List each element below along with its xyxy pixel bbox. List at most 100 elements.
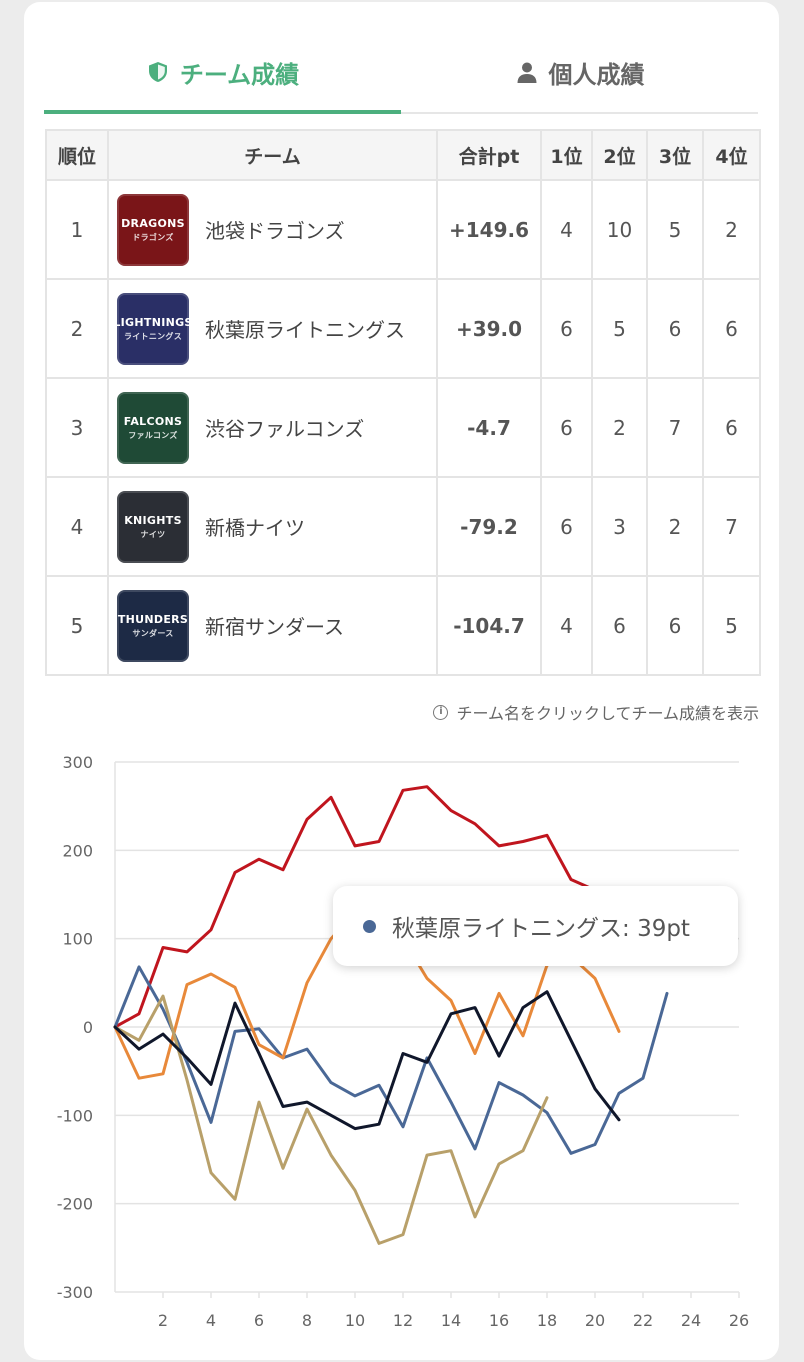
second-count-cell: 10 [591, 179, 648, 280]
chart-tooltip: 秋葉原ライトニングス: 39pt [333, 886, 738, 966]
series-line [113, 965, 669, 1155]
y-tick-label: -200 [57, 1195, 93, 1214]
table-row: 3 FALCONS ファルコンズ 渋谷ファルコンズ -4.7 6 2 7 6 [45, 377, 761, 478]
second-count-cell: 2 [591, 377, 648, 478]
rank-cell: 4 [45, 476, 109, 577]
third-count-cell: 6 [646, 278, 704, 379]
x-tick-label: 16 [489, 1311, 509, 1330]
table-row: 1 DRAGONS ドラゴンズ 池袋ドラゴンズ +149.6 4 10 5 2 [45, 179, 761, 280]
header-rank: 順位 [45, 129, 109, 181]
team-name-link[interactable]: 新橋ナイツ [205, 516, 305, 540]
series-line [113, 990, 621, 1131]
tooltip-color-dot [363, 919, 376, 933]
y-tick-label: -100 [57, 1106, 93, 1125]
rank-cell: 5 [45, 575, 109, 676]
hint-text: i チーム名をクリックしてチーム成績を表示 [433, 700, 759, 724]
team-name-link[interactable]: 渋谷ファルコンズ [205, 417, 365, 441]
x-tick-label: 10 [345, 1311, 365, 1330]
second-count-cell: 3 [591, 476, 648, 577]
header-third: 3位 [646, 129, 704, 181]
team-cell[interactable]: THUNDERS サンダース 新宿サンダース [107, 575, 438, 676]
rank-cell: 1 [45, 179, 109, 280]
series-line [113, 785, 597, 1029]
tooltip-value: 39pt [637, 916, 690, 942]
header-total-pt: 合計pt [436, 129, 542, 181]
header-second: 2位 [591, 129, 648, 181]
x-tick-label: 2 [158, 1311, 168, 1330]
team-logo: KNIGHTS ナイツ [117, 490, 189, 563]
team-cell[interactable]: KNIGHTS ナイツ 新橋ナイツ [107, 476, 438, 577]
y-tick-label: -300 [57, 1283, 93, 1302]
x-tick-label: 14 [441, 1311, 461, 1330]
total-pt-cell: -79.2 [436, 476, 542, 577]
x-tick-label: 18 [537, 1311, 557, 1330]
team-name-link[interactable]: 秋葉原ライトニングス [205, 318, 405, 342]
y-tick-label: 200 [62, 841, 93, 860]
rank-cell: 3 [45, 377, 109, 478]
team-name-link[interactable]: 池袋ドラゴンズ [205, 219, 345, 243]
header-fourth: 4位 [702, 129, 761, 181]
team-logo: FALCONS ファルコンズ [117, 391, 189, 464]
header-first: 1位 [540, 129, 593, 181]
x-tick-label: 12 [393, 1311, 413, 1330]
hint-label: チーム名をクリックしてチーム成績を表示 [456, 704, 759, 723]
y-tick-label: 300 [62, 753, 93, 772]
fourth-count-cell: 6 [702, 278, 761, 379]
team-cell[interactable]: DRAGONS ドラゴンズ 池袋ドラゴンズ [107, 179, 438, 280]
tab-team-stats-label: チーム成績 [179, 60, 300, 89]
fourth-count-cell: 2 [702, 179, 761, 280]
x-tick-label: 20 [585, 1311, 605, 1330]
table-row: 5 THUNDERS サンダース 新宿サンダース -104.7 4 6 6 5 [45, 575, 761, 676]
team-name-link[interactable]: 新宿サンダース [205, 615, 344, 639]
x-tick-label: 26 [729, 1311, 749, 1330]
x-tick-label: 6 [254, 1311, 264, 1330]
team-cell[interactable]: FALCONS ファルコンズ 渋谷ファルコンズ [107, 377, 438, 478]
tooltip-team: 秋葉原ライトニングス [392, 916, 622, 942]
x-tick-label: 4 [206, 1311, 216, 1330]
team-cell[interactable]: LIGHTNINGS ライトニングス 秋葉原ライトニングス [107, 278, 438, 379]
first-count-cell: 6 [540, 476, 593, 577]
fourth-count-cell: 5 [702, 575, 761, 676]
y-tick-label: 0 [83, 1018, 93, 1037]
total-pt-cell: +39.0 [436, 278, 542, 379]
person-icon [517, 62, 536, 83]
fourth-count-cell: 7 [702, 476, 761, 577]
team-logo: THUNDERS サンダース [117, 589, 189, 662]
second-count-cell: 6 [591, 575, 648, 676]
fourth-count-cell: 6 [702, 377, 761, 478]
third-count-cell: 5 [646, 179, 704, 280]
team-logo: DRAGONS ドラゴンズ [117, 193, 189, 266]
header-team: チーム [107, 129, 438, 181]
table-row: 2 LIGHTNINGS ライトニングス 秋葉原ライトニングス +39.0 6 5… [45, 278, 761, 379]
total-pt-cell: -4.7 [436, 377, 542, 478]
total-pt-cell: -104.7 [436, 575, 542, 676]
table-row: 4 KNIGHTS ナイツ 新橋ナイツ -79.2 6 3 2 7 [45, 476, 761, 577]
y-tick-label: 100 [62, 930, 93, 949]
first-count-cell: 6 [540, 377, 593, 478]
table-header-row: 順位 チーム 合計pt 1位 2位 3位 4位 [45, 129, 761, 181]
tab-individual-stats[interactable]: 個人成績 [401, 32, 758, 112]
tab-team-stats[interactable]: チーム成績 [44, 32, 401, 114]
total-pt-cell: +149.6 [436, 179, 542, 280]
tab-bar: チーム成績 個人成績 [44, 32, 758, 114]
standings-table: 順位 チーム 合計pt 1位 2位 3位 4位 1 DRAGONS ドラゴンズ 池… [45, 129, 761, 676]
first-count-cell: 4 [540, 179, 593, 280]
third-count-cell: 6 [646, 575, 704, 676]
x-tick-label: 22 [633, 1311, 653, 1330]
team-logo: LIGHTNINGS ライトニングス [117, 292, 189, 365]
first-count-cell: 6 [540, 278, 593, 379]
x-tick-label: 8 [302, 1311, 312, 1330]
x-tick-label: 24 [681, 1311, 701, 1330]
series-line [113, 994, 549, 1245]
tab-individual-stats-label: 個人成績 [548, 60, 645, 89]
third-count-cell: 2 [646, 476, 704, 577]
tooltip-text: 秋葉原ライトニングス: 39pt [392, 916, 690, 942]
shield-icon [148, 62, 167, 82]
rank-cell: 2 [45, 278, 109, 379]
first-count-cell: 4 [540, 575, 593, 676]
info-icon: i [433, 704, 449, 720]
second-count-cell: 5 [591, 278, 648, 379]
third-count-cell: 7 [646, 377, 704, 478]
standings-card: チーム成績 個人成績 順位 チーム 合計pt 1位 2位 3位 4位 [24, 2, 779, 1360]
